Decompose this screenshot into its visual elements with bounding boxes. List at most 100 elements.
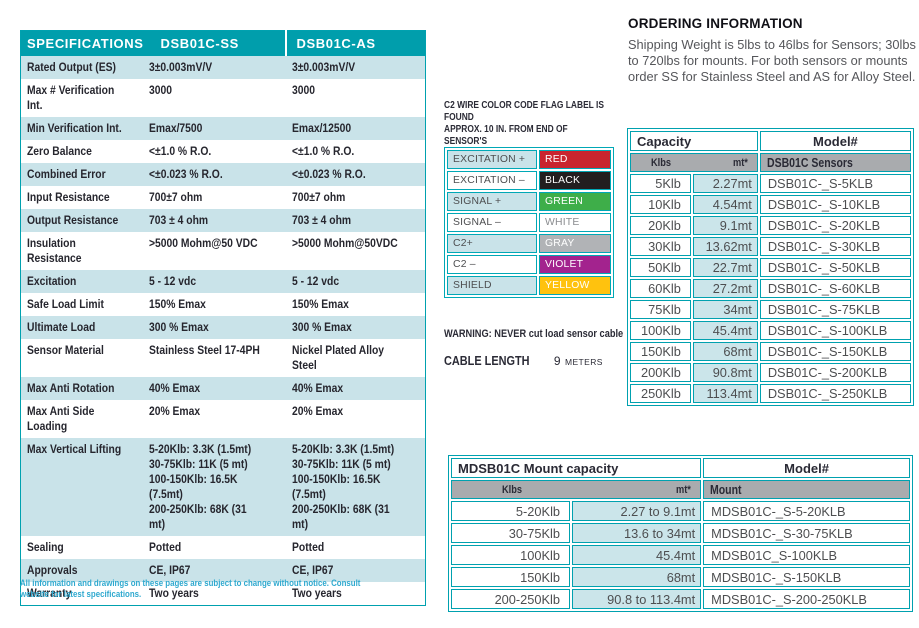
spec-row-label: Warranty bbox=[27, 586, 72, 600]
capacity-model-cell: DSB01C-_S-150KLB bbox=[759, 342, 911, 361]
mount-klb-cell: 100Klb bbox=[451, 545, 571, 565]
wire-signal-label: SIGNAL + bbox=[447, 192, 537, 211]
spec-row-value-as: 40% Emax bbox=[291, 381, 343, 395]
cable-length-value: 9 bbox=[553, 354, 561, 368]
capacity-klb-cell: 30Klb bbox=[630, 237, 691, 256]
spec-row-value-ss: 20% Emax bbox=[148, 404, 200, 418]
capacity-mt-cell: 4.54mt bbox=[692, 195, 758, 214]
spec-row: Max Vertical Lifting 5-20Klb: 3.3K (1.5m… bbox=[20, 438, 426, 536]
capacity-model-cell: DSB01C-_S-5KLB bbox=[759, 174, 911, 193]
spec-row-label: Ultimate Load bbox=[27, 320, 96, 334]
spec-row-value-ss: 700±7 ohm bbox=[148, 190, 202, 204]
capacity-klb-cell: 150Klb bbox=[630, 342, 691, 361]
wire-color-swatch: RED bbox=[539, 150, 611, 169]
mount-row: 150Klb 68mt MDSB01C-_S-150KLB bbox=[451, 567, 910, 587]
ordering-information-title: ORDERING INFORMATION bbox=[628, 16, 803, 31]
wire-color-swatch: GREEN bbox=[539, 192, 611, 211]
wire-row: SIGNAL – WHITE bbox=[447, 213, 611, 232]
capacity-klb-cell: 250Klb bbox=[630, 384, 691, 403]
cable-length-label: CABLE LENGTH bbox=[444, 353, 530, 368]
capacity-header-label: Capacity bbox=[630, 131, 758, 151]
mount-row: 30-75Klb 13.6 to 34mt MDSB01C-_S-30-75KL… bbox=[451, 523, 910, 543]
mount-subheader-mt: mt* bbox=[676, 483, 692, 496]
capacity-mt-cell: 68mt bbox=[692, 342, 758, 361]
spec-row: Zero Balance <±1.0 % R.O. <±1.0 % R.O. bbox=[20, 140, 426, 163]
spec-row-value-ss: Emax/7500 bbox=[148, 121, 202, 135]
spec-row: Ultimate Load 300 % Emax 300 % Emax bbox=[20, 316, 426, 339]
capacity-klb-cell: 200Klb bbox=[630, 363, 691, 382]
capacity-model-cell: DSB01C-_S-60KLB bbox=[759, 279, 911, 298]
spec-row: Safe Load Limit 150% Emax 150% Emax bbox=[20, 293, 426, 316]
spec-row-value-ss: 5 - 12 vdc bbox=[148, 274, 196, 288]
capacity-header-row: Capacity Model# bbox=[630, 131, 911, 151]
mount-subheader-model: Mount bbox=[703, 480, 910, 499]
cable-length-line: CABLE LENGTH 9 METERS bbox=[444, 352, 603, 370]
spec-row: Sensor Material Stainless Steel 17-4PH N… bbox=[20, 339, 426, 377]
capacity-subheader-model: DSB01C Sensors bbox=[759, 153, 911, 172]
spec-row-value-ss: 5-20Klb: 3.3K (1.5mt) 30-75Klb: 11K (5 m… bbox=[148, 442, 251, 531]
spec-row: Rated Output (ES) 3±0.003mV/V 3±0.003mV/… bbox=[20, 56, 426, 79]
mount-klb-cell: 200-250Klb bbox=[451, 589, 571, 609]
spec-row-label: Max Anti Side Loading bbox=[27, 404, 95, 433]
capacity-mt-cell: 9.1mt bbox=[692, 216, 758, 235]
spec-row-value-as: 20% Emax bbox=[291, 404, 343, 418]
mount-mt-cell: 13.6 to 34mt bbox=[572, 523, 702, 543]
capacity-mt-cell: 2.27mt bbox=[692, 174, 758, 193]
wire-color-table-body: EXCITATION + RED EXCITATION – BLACK SIGN… bbox=[447, 150, 611, 295]
capacity-subheader-row: Klbs mt* DSB01C Sensors bbox=[630, 153, 911, 172]
mount-mt-cell: 90.8 to 113.4mt bbox=[572, 589, 702, 609]
capacity-subheader-klbs: Klbs bbox=[650, 156, 671, 169]
capacity-model-cell: DSB01C-_S-250KLB bbox=[759, 384, 911, 403]
spec-row-value-as: Nickel Plated Alloy Steel bbox=[291, 343, 384, 372]
capacity-mt-cell: 27.2mt bbox=[692, 279, 758, 298]
spec-row-value-as: <±1.0 % R.O. bbox=[291, 144, 354, 158]
mount-subheader-units-flex: Klbs mt* bbox=[452, 484, 700, 496]
wire-color-swatch: BLACK bbox=[539, 171, 611, 190]
sensor-capacity-table-body: 5Klb 2.27mt DSB01C-_S-5KLB 10Klb 4.54mt … bbox=[630, 174, 911, 403]
wire-color-swatch: VIOLET bbox=[539, 255, 611, 274]
wire-row: C2+ GRAY bbox=[447, 234, 611, 253]
capacity-subheader-units: Klbs mt* bbox=[630, 153, 758, 172]
sensor-capacity-table: Capacity Model# Klbs mt* DSB01C Sensors … bbox=[627, 128, 914, 406]
capacity-mt-cell: 113.4mt bbox=[692, 384, 758, 403]
capacity-mt-cell: 90.8mt bbox=[692, 363, 758, 382]
capacity-row: 150Klb 68mt DSB01C-_S-150KLB bbox=[630, 342, 911, 361]
spec-row-value-ss: 300 % Emax bbox=[148, 320, 209, 334]
spec-header-specifications: SPECIFICATIONS bbox=[20, 30, 143, 56]
spec-row-value-ss: 150% Emax bbox=[148, 297, 206, 311]
warning-text: WARNING: NEVER cut load sensor cable bbox=[444, 328, 624, 340]
mount-model-cell: MDSB01C_S-100KLB bbox=[703, 545, 910, 565]
mount-subheader-units: Klbs mt* bbox=[451, 480, 702, 499]
mount-capacity-table-header: MDSB01C Mount capacity Model# Klbs mt* M… bbox=[451, 458, 910, 499]
spec-row-value-ss: 3±0.003mV/V bbox=[148, 60, 212, 74]
wire-color-swatch: WHITE bbox=[539, 213, 611, 232]
spec-row: Warranty Two years Two years bbox=[20, 582, 426, 606]
spec-header-dsb01c-ss: DSB01C-SS bbox=[142, 30, 286, 56]
mount-header-model: Model# bbox=[703, 458, 910, 478]
capacity-row: 5Klb 2.27mt DSB01C-_S-5KLB bbox=[630, 174, 911, 193]
spec-row-label: Input Resistance bbox=[27, 190, 110, 204]
wire-signal-label: SHIELD bbox=[447, 276, 537, 295]
wire-signal-label: EXCITATION + bbox=[447, 150, 537, 169]
capacity-mt-cell: 13.62mt bbox=[692, 237, 758, 256]
wire-color-table: EXCITATION + RED EXCITATION – BLACK SIGN… bbox=[444, 147, 614, 298]
spec-row-value-ss: 40% Emax bbox=[148, 381, 200, 395]
spec-row: Max Anti Rotation 40% Emax 40% Emax bbox=[20, 377, 426, 400]
spec-row-value-ss: 3000 bbox=[148, 83, 172, 97]
capacity-model-cell: DSB01C-_S-200KLB bbox=[759, 363, 911, 382]
cable-length-unit: METERS bbox=[564, 357, 603, 367]
spec-row-value-ss: Stainless Steel 17-4PH bbox=[148, 343, 260, 357]
capacity-row: 250Klb 113.4mt DSB01C-_S-250KLB bbox=[630, 384, 911, 403]
spec-row: Max # Verification Int. 3000 3000 bbox=[20, 79, 426, 117]
spec-row-value-as: 5-20Klb: 3.3K (1.5mt) 30-75Klb: 11K (5 m… bbox=[291, 442, 394, 531]
spec-row-value-as: 3000 bbox=[291, 83, 315, 97]
spec-row-value-as: 150% Emax bbox=[291, 297, 349, 311]
mount-mt-cell: 68mt bbox=[572, 567, 702, 587]
spec-row-label: Combined Error bbox=[27, 167, 106, 181]
capacity-klb-cell: 50Klb bbox=[630, 258, 691, 277]
spec-row: Output Resistance 703 ± 4 ohm 703 ± 4 oh… bbox=[20, 209, 426, 232]
mount-mt-cell: 2.27 to 9.1mt bbox=[572, 501, 702, 521]
capacity-model-cell: DSB01C-_S-100KLB bbox=[759, 321, 911, 340]
wire-signal-label: C2 – bbox=[447, 255, 537, 274]
mount-model-cell: MDSB01C-_S-200-250KLB bbox=[703, 589, 910, 609]
